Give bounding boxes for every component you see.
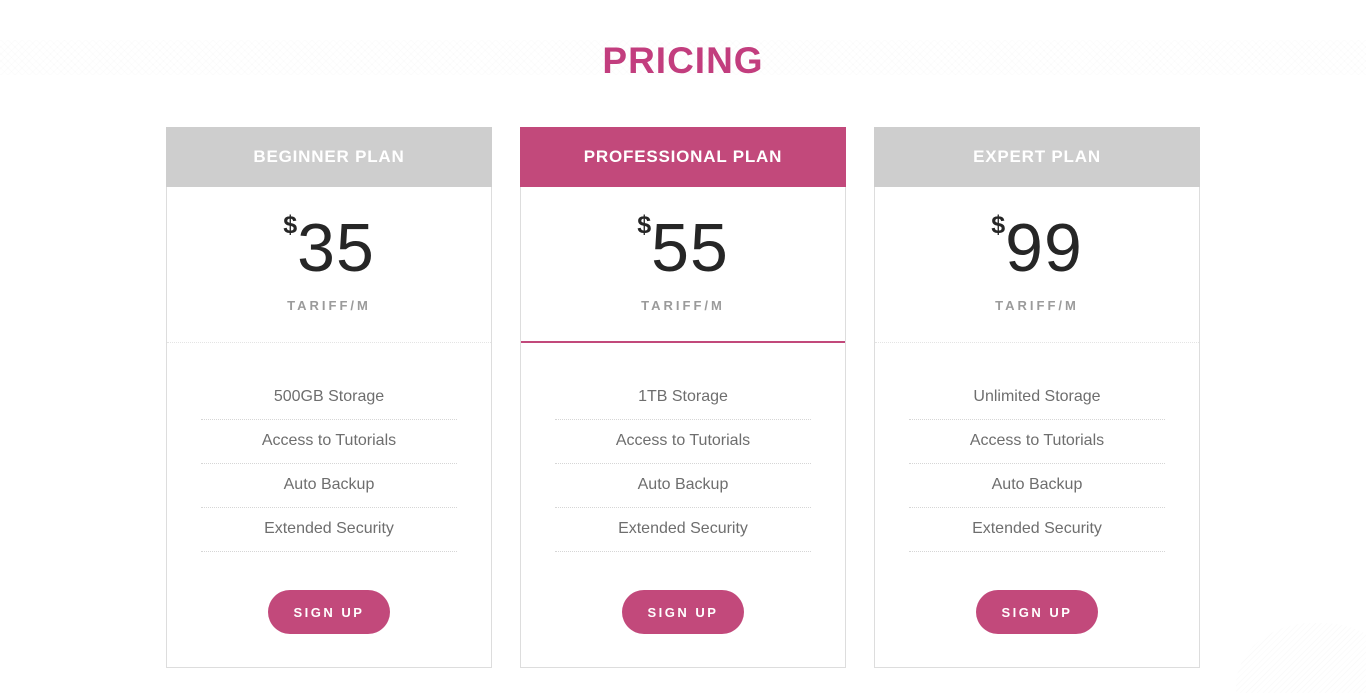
- price-section: $35 TARIFF/M: [167, 187, 491, 343]
- currency-symbol: $: [637, 211, 652, 239]
- page-title: PRICING: [0, 40, 1366, 82]
- plan-name: BEGINNER PLAN: [253, 147, 405, 166]
- pricing-card-expert: EXPERT PLAN $99 TARIFF/M Unlimited Stora…: [874, 127, 1200, 668]
- feature-item: Auto Backup: [201, 464, 457, 508]
- cta-wrapper: SIGN UP: [875, 590, 1199, 667]
- currency-symbol: $: [283, 211, 298, 239]
- sign-up-button[interactable]: SIGN UP: [621, 590, 745, 634]
- price-amount: 35: [297, 210, 375, 286]
- plan-name: EXPERT PLAN: [973, 147, 1101, 166]
- plan-name: PROFESSIONAL PLAN: [583, 147, 783, 166]
- price-amount: 55: [651, 210, 729, 286]
- plan-price: $99: [875, 211, 1199, 283]
- cta-wrapper: SIGN UP: [167, 590, 491, 667]
- plan-header: EXPERT PLAN: [874, 127, 1200, 187]
- sign-up-button[interactable]: SIGN UP: [975, 590, 1099, 634]
- feature-item: Access to Tutorials: [555, 420, 811, 464]
- price-section: $99 TARIFF/M: [875, 187, 1199, 343]
- cta-wrapper: SIGN UP: [521, 590, 845, 667]
- feature-item: Extended Security: [909, 508, 1165, 552]
- feature-item: Extended Security: [555, 508, 811, 552]
- feature-item: Extended Security: [201, 508, 457, 552]
- sign-up-button[interactable]: SIGN UP: [267, 590, 391, 634]
- pricing-cards-container: BEGINNER PLAN $35 TARIFF/M 500GB Storage…: [0, 127, 1366, 668]
- feature-list: Unlimited Storage Access to Tutorials Au…: [875, 343, 1199, 552]
- feature-item: Unlimited Storage: [909, 376, 1165, 420]
- feature-item: Auto Backup: [555, 464, 811, 508]
- feature-item: 1TB Storage: [555, 376, 811, 420]
- price-section: $55 TARIFF/M: [521, 187, 845, 343]
- top-background-texture: [0, 40, 1366, 75]
- plan-period: TARIFF/M: [995, 298, 1079, 313]
- feature-item: Access to Tutorials: [201, 420, 457, 464]
- feature-item: 500GB Storage: [201, 376, 457, 420]
- currency-symbol: $: [991, 211, 1006, 239]
- plan-period: TARIFF/M: [287, 298, 371, 313]
- feature-item: Auto Backup: [909, 464, 1165, 508]
- pricing-card-beginner: BEGINNER PLAN $35 TARIFF/M 500GB Storage…: [166, 127, 492, 668]
- feature-list: 1TB Storage Access to Tutorials Auto Bac…: [521, 343, 845, 552]
- pricing-card-professional: PROFESSIONAL PLAN $55 TARIFF/M 1TB Stora…: [520, 127, 846, 668]
- feature-list: 500GB Storage Access to Tutorials Auto B…: [167, 343, 491, 552]
- feature-item: Access to Tutorials: [909, 420, 1165, 464]
- plan-header: PROFESSIONAL PLAN: [520, 127, 846, 187]
- plan-header: BEGINNER PLAN: [166, 127, 492, 187]
- plan-price: $35: [167, 211, 491, 283]
- price-amount: 99: [1005, 210, 1083, 286]
- plan-price: $55: [521, 211, 845, 283]
- plan-period: TARIFF/M: [641, 298, 725, 313]
